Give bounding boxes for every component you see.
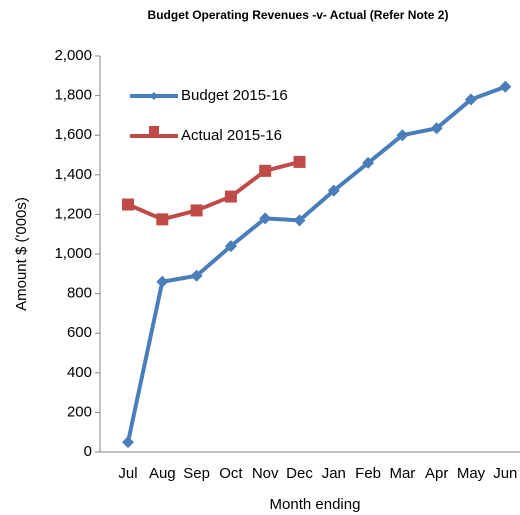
y-tick-label: 1,800 (54, 87, 92, 104)
data-point (396, 129, 409, 142)
y-tick-label: 400 (67, 364, 92, 381)
data-point (465, 93, 477, 106)
data-point (362, 156, 375, 169)
x-tick-label: Jul (118, 465, 137, 482)
x-tick-label: Aug (149, 465, 176, 482)
data-point (122, 198, 134, 211)
series-line (127, 159, 301, 222)
data-point (430, 122, 443, 135)
legend-label: Actual 2015-16 (181, 127, 282, 144)
y-tick-label: 800 (67, 285, 92, 302)
x-axis-label: Month ending (270, 496, 361, 513)
x-tick-label: Mar (389, 465, 415, 482)
x-tick-label: Oct (219, 465, 243, 482)
data-point (122, 436, 134, 449)
data-point (156, 275, 169, 288)
y-tick-label: 1,600 (54, 126, 92, 143)
chart-title: Budget Operating Revenues -v- Actual (Re… (148, 8, 449, 22)
y-tick-label: 200 (67, 403, 92, 420)
x-tick-label: Feb (355, 465, 381, 482)
y-tick-label: 2,000 (54, 47, 92, 64)
y-tick-label: 600 (67, 324, 92, 341)
x-tick-label: Jan (322, 465, 346, 482)
x-tick-label: May (457, 465, 486, 482)
legend-marker (150, 92, 158, 100)
data-point (224, 240, 237, 253)
series-line (126, 84, 507, 443)
x-tick-label: Apr (425, 465, 448, 482)
data-point (327, 184, 340, 197)
legend-label: Budget 2015-16 (181, 87, 288, 104)
data-point (293, 214, 306, 227)
legend-marker (149, 126, 159, 136)
data-point (190, 269, 203, 282)
y-tick-label: 1,000 (54, 245, 92, 262)
x-tick-label: Nov (252, 465, 279, 482)
x-tick-label: Sep (183, 465, 210, 482)
y-tick-label: 1,200 (54, 205, 92, 222)
data-point (224, 190, 237, 203)
data-point (293, 155, 306, 168)
y-tick-label: 1,400 (54, 166, 92, 183)
data-point (499, 80, 512, 93)
y-tick-label: 0 (84, 443, 92, 460)
data-point (259, 164, 272, 177)
data-point (259, 212, 272, 225)
y-axis-label: Amount $ ('000s) (13, 197, 30, 311)
x-tick-label: Dec (286, 465, 313, 482)
data-point (156, 213, 169, 226)
x-tick-label: Jun (493, 465, 517, 482)
data-point (190, 204, 203, 217)
